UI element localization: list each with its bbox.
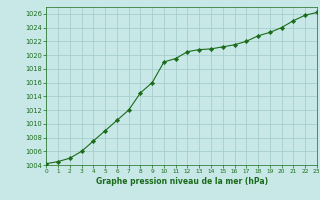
X-axis label: Graphe pression niveau de la mer (hPa): Graphe pression niveau de la mer (hPa) bbox=[96, 177, 268, 186]
